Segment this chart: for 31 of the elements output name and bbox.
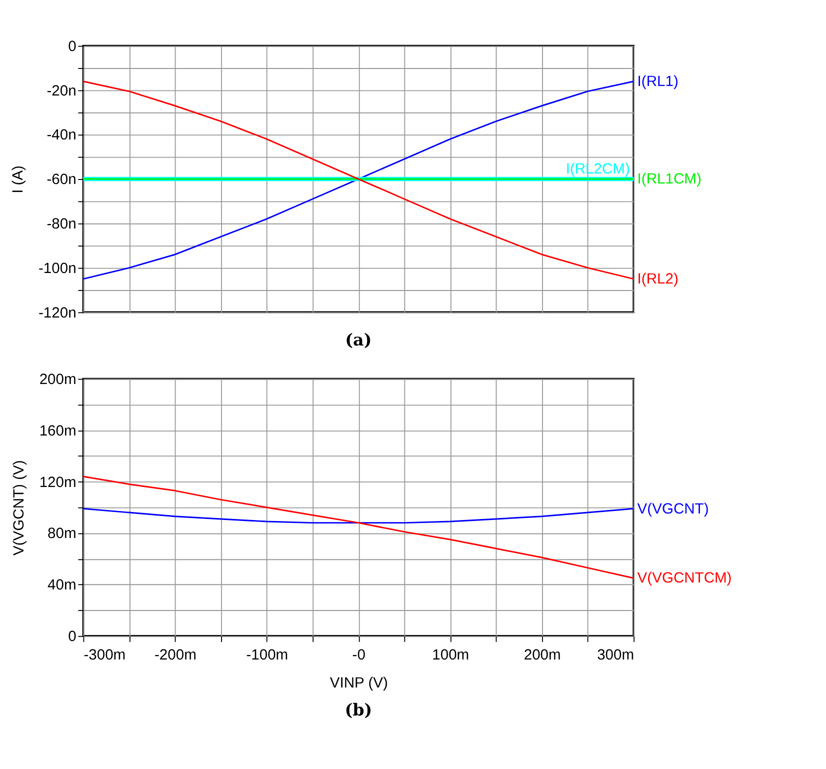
y-tick-label: -40n xyxy=(46,128,76,144)
series-label: I(RL2) xyxy=(637,272,678,288)
series-label: I(RL2CM) xyxy=(566,161,630,178)
y-tick-label: -120n xyxy=(38,305,76,322)
y-tick-label: 120m xyxy=(39,474,76,491)
y-tick-label: 0 xyxy=(68,38,76,55)
series-label: V(VGCNT) xyxy=(637,501,709,518)
x-tick-label: 200m xyxy=(524,648,561,664)
series-label: V(VGCNTCM) xyxy=(637,570,732,587)
x-tick-label: 100m xyxy=(432,648,470,664)
x-tick-label: -0 xyxy=(352,648,366,664)
y-tick-label: -60n xyxy=(46,172,76,188)
text: (a) xyxy=(345,330,372,350)
x-tick-label: -100m xyxy=(246,648,288,664)
y-tick-label: -100n xyxy=(38,260,76,277)
y-tick-label: -20n xyxy=(46,83,76,100)
x-tick-label: -200m xyxy=(154,648,196,664)
x-tick-label: -300m xyxy=(84,648,126,664)
y-tick-label: 200m xyxy=(39,372,76,388)
x-axis-title: VINP (V) xyxy=(330,675,388,692)
series-label: I(RL1CM) xyxy=(637,172,702,188)
y-tick-label: -80n xyxy=(46,216,76,233)
y-axis-title: I (A) xyxy=(10,166,27,194)
text: (b) xyxy=(344,700,372,720)
x-tick-label: 300m xyxy=(597,648,634,664)
series-label: I(RL1) xyxy=(637,74,678,90)
y-tick-label: 0 xyxy=(68,629,76,646)
y-tick-label: 40m xyxy=(48,578,76,594)
y-tick-label: 80m xyxy=(48,526,76,542)
y-axis-title: V(VGCNT) (V) xyxy=(12,460,28,556)
y-tick-label: 160m xyxy=(39,423,76,440)
